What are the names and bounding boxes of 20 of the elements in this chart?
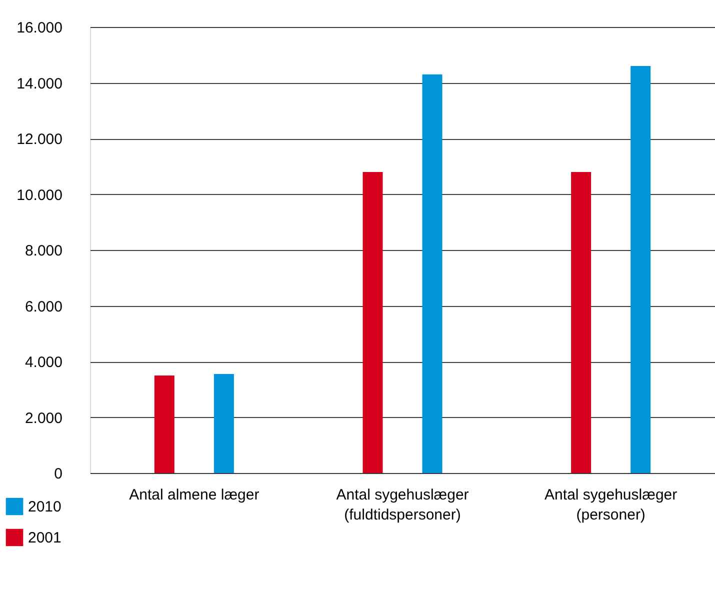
y-tick-label: 10.000 xyxy=(16,186,62,204)
y-tick-label: 2.000 xyxy=(24,410,62,427)
x-tick-label: Antal almene læger xyxy=(129,486,260,504)
bar xyxy=(214,374,234,473)
x-tick-label: Antal sygehuslæger (fuldtidspersoner) xyxy=(336,486,469,524)
y-tick-label: 14.000 xyxy=(16,75,62,92)
y-tick-label: 6.000 xyxy=(24,298,62,316)
bar xyxy=(154,375,174,473)
bar xyxy=(362,172,383,473)
y-tick-label: 16.000 xyxy=(16,20,62,36)
y-tick-label: 0 xyxy=(54,466,62,482)
bar xyxy=(422,74,442,473)
bar xyxy=(630,66,651,473)
y-tick-label: 8.000 xyxy=(24,242,62,260)
legend-label: 2001 xyxy=(28,530,62,546)
y-tick-label: 12.000 xyxy=(16,131,62,148)
legend-label: 2010 xyxy=(28,498,62,516)
x-tick-label: Antal sygehuslæger (personer) xyxy=(544,486,678,524)
bar xyxy=(571,172,592,473)
y-tick-label: 4.000 xyxy=(24,354,62,371)
